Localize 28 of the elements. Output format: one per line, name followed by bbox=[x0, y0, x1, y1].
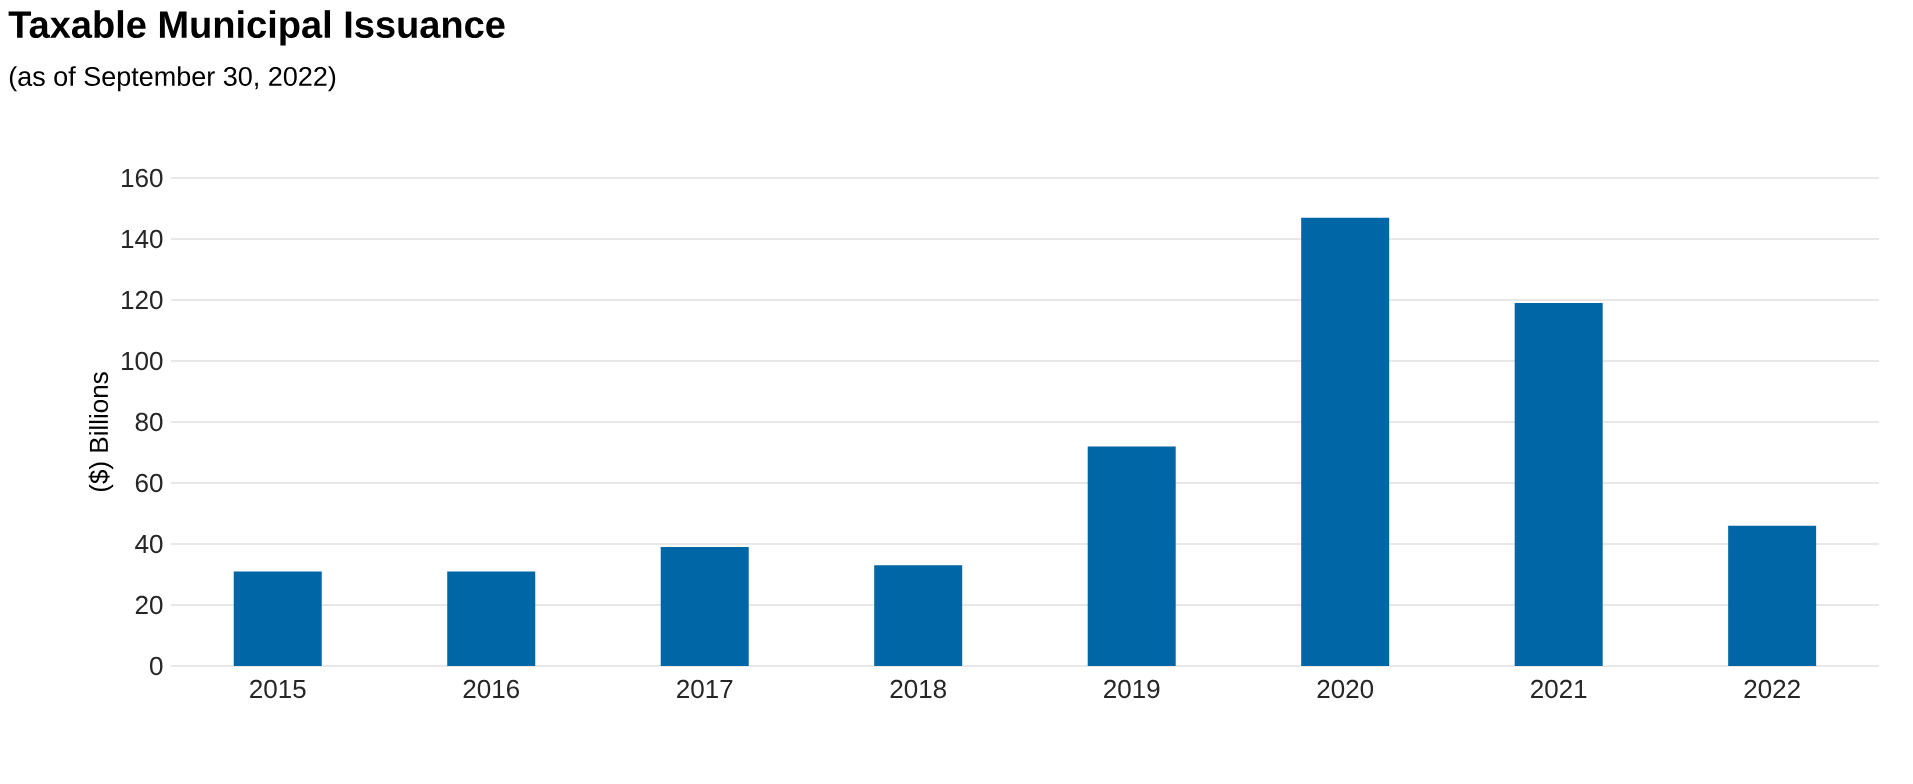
y-tick-label: 60 bbox=[135, 473, 163, 493]
y-tick-label: 0 bbox=[150, 656, 163, 676]
bar bbox=[1301, 217, 1390, 666]
bar bbox=[874, 565, 963, 666]
y-tick-label: 40 bbox=[135, 534, 163, 554]
x-tick-label: 2021 bbox=[1531, 679, 1587, 699]
chart-title: Taxable Municipal Issuance bbox=[8, 10, 505, 46]
y-tick-label: 120 bbox=[122, 290, 163, 310]
bar bbox=[447, 571, 536, 666]
x-tick-label: 2015 bbox=[250, 679, 306, 699]
y-tick-label: 100 bbox=[122, 351, 163, 371]
bar bbox=[1514, 303, 1603, 666]
chart-subtitle: (as of September 30, 2022) bbox=[9, 66, 336, 92]
bar bbox=[1087, 446, 1176, 666]
y-tick-label: 80 bbox=[135, 412, 163, 432]
y-tick-label: 140 bbox=[122, 229, 163, 249]
y-axis-title: ($) Billions bbox=[88, 372, 114, 492]
bar bbox=[233, 571, 322, 666]
x-tick-label: 2020 bbox=[1317, 679, 1374, 699]
bar bbox=[660, 547, 749, 666]
x-tick-label: 2016 bbox=[463, 679, 519, 699]
x-tick-label: 2022 bbox=[1744, 679, 1800, 699]
x-tick-label: 2017 bbox=[677, 679, 733, 699]
x-tick-label: 2019 bbox=[1104, 679, 1160, 699]
bar bbox=[1728, 525, 1817, 666]
y-tick-label: 160 bbox=[122, 168, 163, 188]
y-tick-label: 20 bbox=[135, 595, 163, 615]
x-tick-label: 2018 bbox=[890, 679, 946, 699]
